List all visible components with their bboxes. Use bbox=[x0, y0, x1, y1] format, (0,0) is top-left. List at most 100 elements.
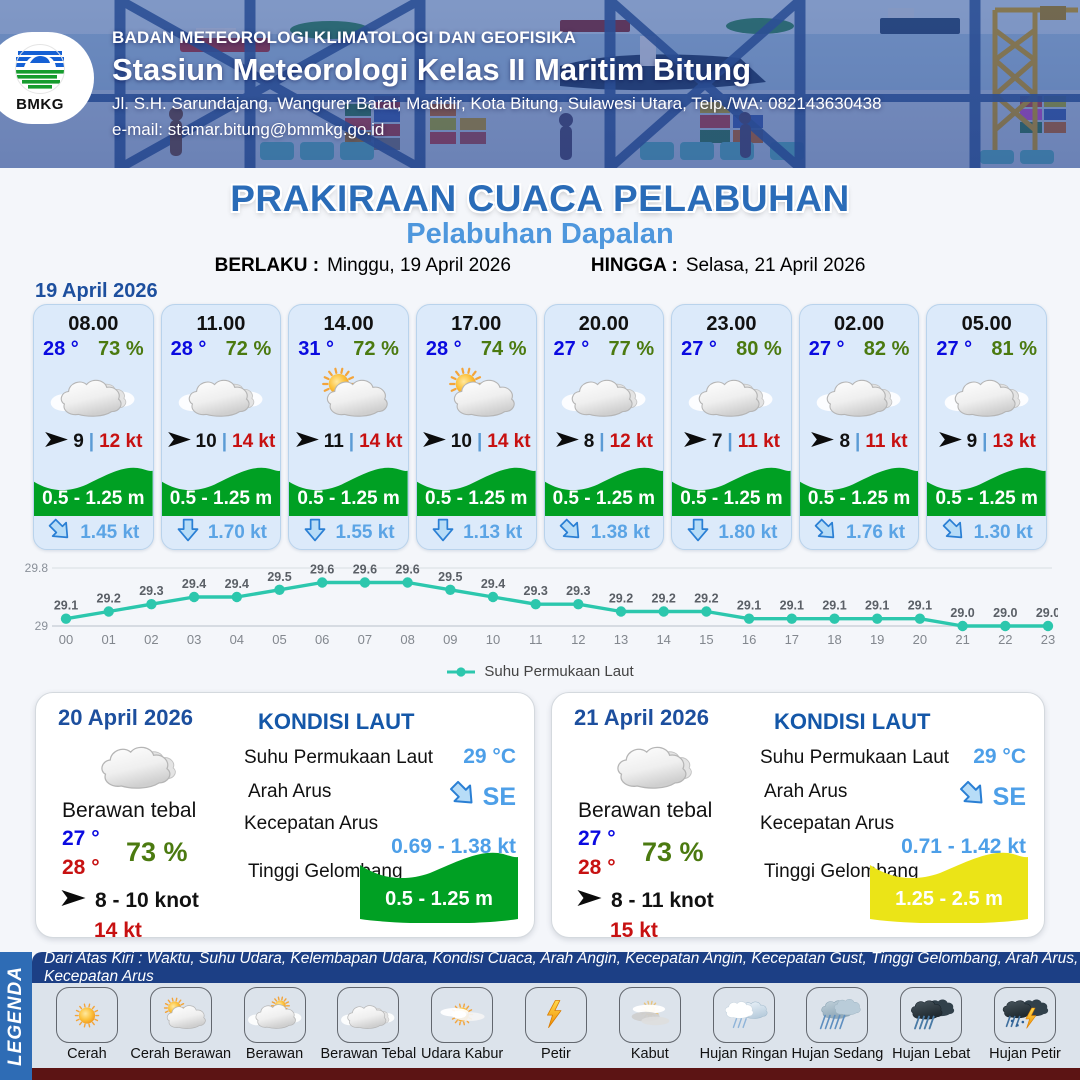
card-time: 23.00 bbox=[706, 313, 757, 335]
legend-item: Kabut bbox=[604, 987, 696, 1062]
x-tick-label: 01 bbox=[101, 632, 115, 647]
legend-item: Udara Kabur bbox=[416, 987, 508, 1062]
berawan-tebal-icon bbox=[337, 987, 400, 1043]
wind-arrow-icon bbox=[555, 431, 580, 454]
card-temperature: 28 ° bbox=[43, 338, 79, 360]
daily-panel-20-april: 20 April 2026 Berawan tebal 27 ° 28 ° 73… bbox=[35, 692, 535, 942]
x-tick-label: 11 bbox=[529, 632, 543, 647]
cerah-berawan-icon bbox=[289, 361, 408, 428]
legend-item-label: Berawan Tebal bbox=[320, 1046, 417, 1062]
x-tick-label: 08 bbox=[400, 632, 414, 647]
wind-gust-divider: | bbox=[599, 431, 605, 453]
wind-arrow-icon bbox=[167, 431, 192, 454]
sst-point bbox=[445, 584, 456, 595]
sst-point-label: 29.4 bbox=[225, 577, 249, 591]
hujan-petir-icon bbox=[994, 987, 1057, 1043]
cerah-berawan-icon bbox=[417, 361, 536, 428]
current-arrow-icon bbox=[47, 517, 73, 549]
sst-point bbox=[786, 613, 797, 624]
x-tick-label: 20 bbox=[913, 632, 927, 647]
x-tick-label: 17 bbox=[785, 632, 799, 647]
legend-item-label: Kabut bbox=[630, 1046, 669, 1062]
current-arrow-icon bbox=[941, 517, 967, 549]
sst-point bbox=[573, 599, 584, 610]
wind-gust-divider: | bbox=[221, 431, 228, 453]
card-time: 20.00 bbox=[578, 313, 629, 335]
sst-point bbox=[402, 577, 413, 588]
daily-date: 20 April 2026 bbox=[58, 705, 193, 730]
sst-point bbox=[1000, 620, 1011, 632]
forecast-date: 19 April 2026 bbox=[35, 280, 158, 302]
card-time: 17.00 bbox=[451, 313, 502, 335]
x-tick-label: 06 bbox=[315, 632, 329, 647]
forecast-card: 17.00 28 ° 74 % 10 | 14 kt 0.5 - 1.25 m … bbox=[415, 304, 537, 550]
sst-point-label: 29.6 bbox=[395, 563, 419, 577]
x-tick-label: 05 bbox=[272, 632, 286, 647]
wind-arrow-icon bbox=[576, 889, 603, 913]
card-wave-height: 0.5 - 1.25 m bbox=[169, 488, 273, 510]
hingga-value: Selasa, 21 April 2026 bbox=[685, 255, 866, 276]
card-humidity: 81 % bbox=[991, 338, 1037, 360]
forecast-card: 11.00 28 ° 72 % 10 | 14 kt 0.5 - 1.25 m … bbox=[160, 304, 282, 550]
sst-point-label: 29.0 bbox=[1036, 606, 1058, 620]
sst-point-label: 29.2 bbox=[609, 592, 633, 606]
card-gust: 13 kt bbox=[992, 431, 1036, 453]
wind-arrow-icon bbox=[683, 431, 708, 454]
sst-point-label: 29.1 bbox=[822, 599, 846, 613]
card-humidity: 80 % bbox=[736, 338, 782, 360]
berawan-tebal-icon bbox=[800, 361, 919, 428]
sst-point bbox=[103, 606, 114, 617]
x-tick-label: 16 bbox=[742, 632, 756, 647]
current-arrow-icon bbox=[430, 517, 456, 549]
card-time: 02.00 bbox=[834, 313, 885, 335]
daily-humidity: 73 % bbox=[642, 837, 704, 867]
wind-gust-divider: | bbox=[855, 431, 861, 453]
legend-item: Cerah Berawan bbox=[130, 987, 231, 1062]
sst-value: 29 °C bbox=[973, 745, 1026, 768]
card-wind-speed: 8 bbox=[583, 431, 595, 453]
hujan-ringan-icon bbox=[712, 987, 775, 1043]
kabut-icon bbox=[618, 987, 681, 1043]
sst-point-label: 29.1 bbox=[780, 599, 804, 613]
current-speed-value: 0.71 - 1.42 kt bbox=[901, 835, 1026, 858]
legend-item-label: Berawan bbox=[245, 1046, 304, 1062]
current-arrow-icon bbox=[175, 517, 201, 549]
sea-conditions: KONDISI LAUT Suhu Permukaan Laut 29 °C A… bbox=[760, 707, 1030, 925]
petir-icon bbox=[524, 987, 587, 1043]
card-wave-height: 0.5 - 1.25 m bbox=[680, 488, 783, 510]
wind-arrow-icon bbox=[422, 431, 447, 454]
x-tick-label: 09 bbox=[443, 632, 457, 647]
current-speed-label: Kecepatan Arus bbox=[760, 813, 895, 834]
daily-wind: 8 - 10 knot bbox=[60, 889, 199, 913]
daily-temp-max: 28 ° bbox=[578, 856, 616, 879]
header-tint bbox=[0, 0, 1080, 168]
sst-point bbox=[274, 584, 285, 595]
card-gust: 14 kt bbox=[359, 431, 403, 453]
wave-shape bbox=[34, 467, 153, 517]
wind-gust-divider: | bbox=[982, 431, 988, 453]
sst-point bbox=[957, 620, 968, 632]
card-wind-speed: 9 bbox=[966, 431, 978, 453]
current-direction-value: SE bbox=[958, 779, 1026, 816]
x-tick-label: 21 bbox=[955, 632, 969, 647]
wave-height-band: 0.5 - 1.25 m bbox=[799, 458, 919, 517]
legend-item-label: Hujan Petir bbox=[989, 1046, 1061, 1062]
current-direction-text: SE bbox=[992, 783, 1026, 811]
sst-point-label: 29.0 bbox=[950, 606, 974, 620]
hingga-label: HINGGA : bbox=[590, 255, 678, 276]
legend-item: Hujan Sedang bbox=[791, 987, 883, 1062]
wave-height-band: 0.5 - 1.25 m bbox=[544, 458, 664, 517]
card-wind-speed: 10 bbox=[450, 431, 472, 453]
chart-legend-marker-icon bbox=[447, 666, 476, 677]
station-email: e-mail: stamar.bitung@bmmkg.go.id bbox=[112, 120, 385, 139]
daily-humidity: 73 % bbox=[126, 837, 188, 867]
legend-caption: Dari Atas Kiri : Waktu, Suhu Udara, Kele… bbox=[32, 950, 1080, 985]
card-humidity: 73 % bbox=[98, 338, 144, 360]
y-tick-max: 29.8 bbox=[25, 561, 49, 575]
daily-condition: Berawan tebal bbox=[62, 799, 197, 822]
card-temperature: 27 ° bbox=[681, 338, 717, 360]
agency-name: BADAN METEOROLOGI KLIMATOLOGI DAN GEOFIS… bbox=[112, 28, 577, 47]
wave-shape bbox=[161, 467, 281, 517]
card-temperature: 28 ° bbox=[425, 338, 462, 360]
